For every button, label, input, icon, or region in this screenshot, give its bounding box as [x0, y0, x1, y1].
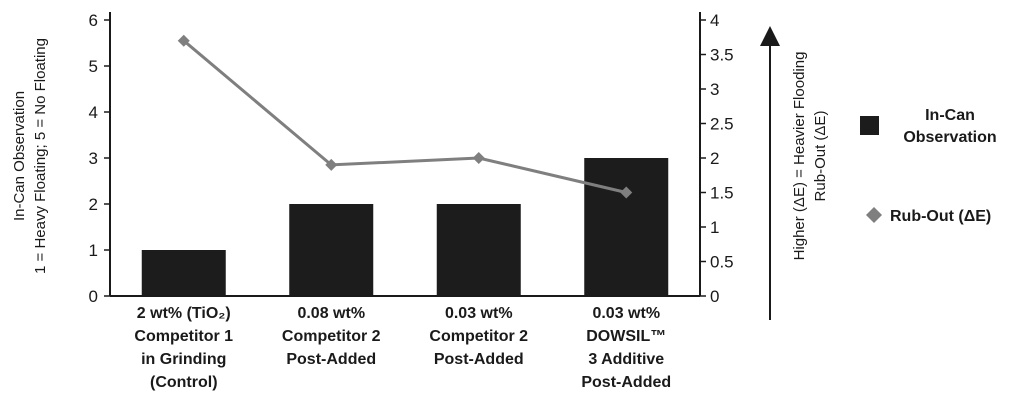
category-label-line: 0.03 wt% — [592, 305, 660, 322]
category-label-line: in Grinding — [141, 351, 226, 368]
left-tick-label: 5 — [89, 57, 98, 76]
category-label-line: Post-Added — [286, 351, 376, 368]
left-axis-title-line-2: 1 = Heavy Floating; 5 = No Floating — [32, 38, 49, 274]
category-label-line: Post-Added — [581, 374, 671, 391]
category-label-line: Competitor 2 — [282, 328, 381, 345]
category-label-line: 0.08 wt% — [297, 305, 365, 322]
right-tick-label: 0 — [710, 287, 719, 306]
rub-out-line — [182, 39, 627, 194]
category-label-line: Competitor 2 — [429, 328, 528, 345]
right-tick-label: 2 — [710, 149, 719, 168]
legend: In-Can Observation Rub-Out (ΔE) — [860, 107, 997, 225]
legend-line-marker — [866, 207, 882, 223]
left-tick-label: 6 — [89, 11, 98, 30]
right-tick-label: 3.5 — [710, 46, 734, 65]
right-tick-label: 4 — [710, 11, 719, 30]
category-label-line: 2 wt% (TiO₂) — [137, 305, 231, 322]
right-tick-label: 1.5 — [710, 184, 734, 203]
line-series — [177, 34, 633, 199]
rub-out-point-1 — [177, 34, 190, 47]
category-label-line: DOWSIL™ — [586, 328, 666, 345]
right-axis-arrow — [760, 26, 780, 320]
bar-series — [141, 158, 669, 296]
left-axis-title-line-1: In-Can Observation — [11, 91, 28, 221]
axes — [109, 12, 701, 297]
legend-line-label: Rub-Out (ΔE) — [890, 208, 991, 225]
left-tick-label: 3 — [89, 149, 98, 168]
category-labels: 2 wt% (TiO₂) Competitor 1 in Grinding (Cont… — [134, 305, 671, 391]
right-tick-label: 0.5 — [710, 253, 734, 272]
left-tick-label: 2 — [89, 195, 98, 214]
right-axis-ticks: 0 0.5 1 1.5 2 2.5 3 3.5 4 — [700, 11, 734, 306]
rub-out-point-2 — [325, 158, 338, 171]
bar-2 — [289, 204, 374, 296]
bar-4 — [584, 158, 669, 296]
legend-bar-label-line-1: In-Can — [925, 107, 975, 124]
right-tick-label: 3 — [710, 80, 719, 99]
category-label-line: Competitor 1 — [134, 328, 233, 345]
category-label-line: Post-Added — [434, 351, 524, 368]
left-tick-label: 0 — [89, 287, 98, 306]
right-axis-title-line-1: Higher (ΔE) = Heavier Flooding — [791, 52, 808, 261]
rub-out-point-4 — [620, 186, 633, 199]
bar-1 — [141, 250, 226, 296]
left-axis-ticks: 0 1 2 3 4 5 6 — [89, 11, 110, 306]
right-tick-label: 2.5 — [710, 115, 734, 134]
right-axis-title-line-2: Rub-Out (ΔE) — [812, 111, 829, 202]
bar-3 — [436, 204, 521, 296]
category-label-line: (Control) — [150, 374, 218, 391]
left-tick-label: 4 — [89, 103, 98, 122]
category-label-line: 3 Additive — [588, 351, 664, 368]
legend-bar-swatch — [860, 116, 879, 135]
category-label-line: 0.03 wt% — [445, 305, 513, 322]
right-tick-label: 1 — [710, 218, 719, 237]
rub-out-point-3 — [472, 152, 485, 164]
left-tick-label: 1 — [89, 241, 98, 260]
legend-bar-label-line-2: Observation — [903, 129, 996, 146]
